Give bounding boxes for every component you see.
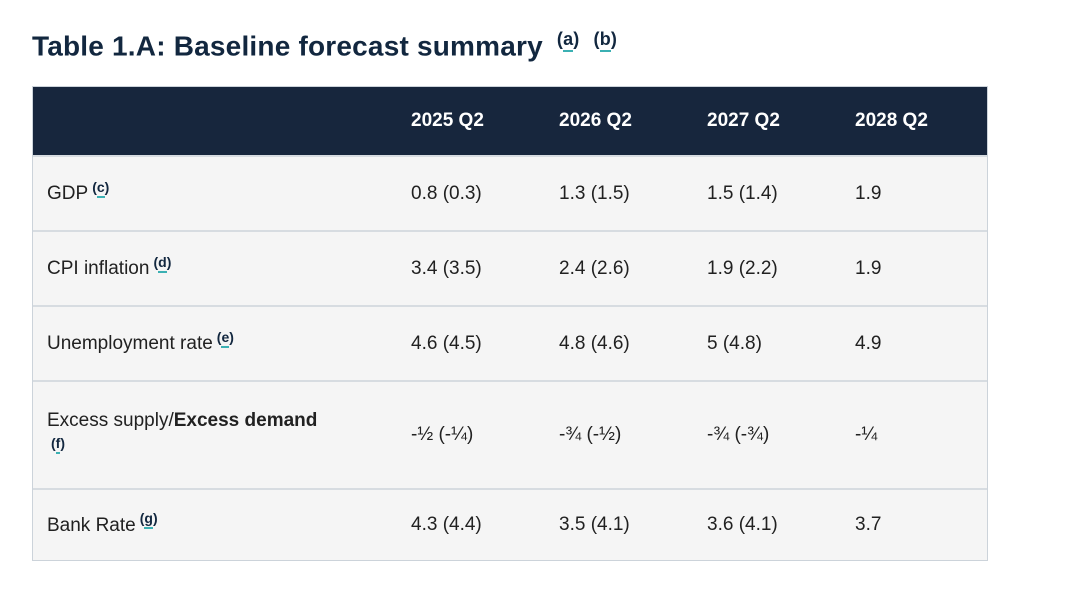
column-header-2025-q2: 2025 Q2 xyxy=(411,110,484,132)
row-label: GDP c xyxy=(33,178,411,208)
footnote-link-b[interactable]: b xyxy=(593,29,617,52)
value-cell: 3.6 (4.1) xyxy=(707,514,778,536)
column-header-2028-q2: 2028 Q2 xyxy=(855,110,928,132)
baseline-forecast-table: 2025 Q2 2026 Q2 2027 Q2 2028 Q2 GDP c 0.8… xyxy=(32,86,988,562)
footnote-link-c[interactable]: c xyxy=(92,178,109,198)
value-cell: 5 (4.8) xyxy=(707,332,762,354)
value-cell: 3.5 (4.1) xyxy=(559,514,630,536)
value-cell: 0.8 (0.3) xyxy=(411,182,482,204)
value-cell: 3.4 (3.5) xyxy=(411,257,482,279)
row-label-text-bold: Excess demand xyxy=(173,409,318,431)
footnote-letter: d xyxy=(158,253,167,273)
value-cell: 4.6 (4.5) xyxy=(411,332,482,354)
row-label: CPI inflation d xyxy=(33,253,411,283)
value-cell: 1.9 xyxy=(855,182,882,204)
value-cell: 1.5 (1.4) xyxy=(707,182,778,204)
title-text: Table 1.A: Baseline forecast summary xyxy=(32,30,543,62)
footnote-link-d[interactable]: d xyxy=(153,253,171,273)
value-cell: 1.9 xyxy=(855,257,882,279)
table-row-bank-rate: Bank Rate g 4.3 (4.4) 3.5 (4.1) 3.6 (4.1)… xyxy=(33,488,987,561)
value-cell: 1.9 (2.2) xyxy=(707,257,778,279)
table-row-cpi-inflation: CPI inflation d 3.4 (3.5) 2.4 (2.6) 1.9 (… xyxy=(33,230,987,306)
value-cell: 4.9 xyxy=(855,332,882,354)
value-cell: -¾ (-½) xyxy=(559,424,622,446)
row-label-text: Unemployment rate xyxy=(47,333,213,355)
footnote-letter: b xyxy=(599,29,611,52)
value-cell: 1.3 (1.5) xyxy=(559,182,630,204)
row-label: Excess supply/Excess demand f xyxy=(33,406,411,465)
value-cell: 4.3 (4.4) xyxy=(411,514,482,536)
footnote-letter: g xyxy=(144,510,153,530)
column-header-2027-q2: 2027 Q2 xyxy=(707,110,780,132)
page-title: Table 1.A: Baseline forecast summary a b xyxy=(32,29,1080,62)
table-row-excess-supply-demand: Excess supply/Excess demand f -½ (-¼) -¾ … xyxy=(33,380,987,489)
footnote-letter: a xyxy=(563,29,574,52)
row-label-text: GDP xyxy=(47,183,89,205)
value-cell: 4.8 (4.6) xyxy=(559,332,630,354)
footnote-link-a[interactable]: a xyxy=(557,29,580,52)
row-label-text: Excess supply/ xyxy=(47,409,174,431)
footnote-link-e[interactable]: e xyxy=(217,328,234,348)
page: Table 1.A: Baseline forecast summary a b… xyxy=(32,29,1080,562)
value-cell: -½ (-¼) xyxy=(411,424,474,446)
value-cell: 2.4 (2.6) xyxy=(559,257,630,279)
column-header-2026-q2: 2026 Q2 xyxy=(559,110,632,132)
row-label: Unemployment rate e xyxy=(33,328,411,358)
value-cell: -¾ (-¾) xyxy=(707,424,770,446)
footnote-link-g[interactable]: g xyxy=(140,510,158,530)
table-header-row: 2025 Q2 2026 Q2 2027 Q2 2028 Q2 xyxy=(33,87,987,156)
footnote-letter: f xyxy=(55,435,61,454)
row-label-text: Bank Rate xyxy=(47,514,136,536)
footnote-letter: e xyxy=(221,328,230,348)
table-row-gdp: GDP c 0.8 (0.3) 1.3 (1.5) 1.5 (1.4) 1.9 xyxy=(33,155,987,231)
row-label-text: CPI inflation xyxy=(47,258,150,280)
value-cell: -¼ xyxy=(855,424,878,446)
footnote-letter: c xyxy=(96,178,105,198)
footnote-link-f[interactable]: f xyxy=(51,435,65,454)
table-row-unemployment-rate: Unemployment rate e 4.6 (4.5) 4.8 (4.6) 5… xyxy=(33,305,987,381)
value-cell: 3.7 xyxy=(855,514,882,536)
row-label: Bank Rate g xyxy=(33,510,411,540)
